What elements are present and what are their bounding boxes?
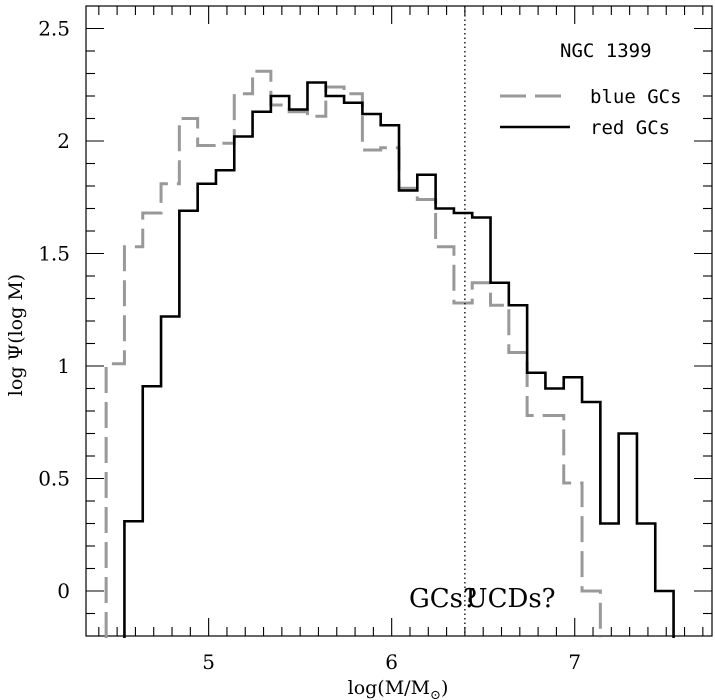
series-red-gcs-histogram bbox=[123, 81, 675, 638]
legend: NGC 1399 blue GCs red GCs bbox=[500, 40, 682, 139]
x-axis-label: log(M/M⊙) bbox=[348, 677, 449, 700]
x-tick-label: 5 bbox=[202, 650, 215, 674]
annotation-ucds: UCDs? bbox=[466, 584, 556, 614]
series-layer bbox=[104, 69, 675, 638]
y-tick-label: 2 bbox=[57, 129, 70, 153]
x-tick-label: 6 bbox=[385, 650, 398, 674]
y-tick-label: 2.5 bbox=[38, 17, 70, 41]
x-tick-label: 7 bbox=[568, 650, 581, 674]
y-tick-label: 0.5 bbox=[38, 467, 70, 491]
legend-label-red-gcs: red GCs bbox=[590, 117, 670, 139]
y-tick-label: 1 bbox=[57, 354, 70, 378]
axis-ticks bbox=[86, 6, 712, 636]
axis-tick-labels: 5 6 7 0 0.5 1 1.5 2 2.5 bbox=[38, 17, 581, 675]
y-tick-label: 0 bbox=[57, 579, 70, 603]
y-tick-label: 1.5 bbox=[38, 242, 70, 266]
legend-title: NGC 1399 bbox=[560, 40, 652, 62]
annotations: GCs? UCDs? bbox=[409, 584, 556, 614]
legend-label-blue-gcs: blue GCs bbox=[590, 86, 682, 108]
y-axis-label: log Ψ(log M) bbox=[5, 274, 27, 396]
annotation-gcs: GCs? bbox=[409, 584, 477, 614]
series-blue-gcs-histogram bbox=[104, 69, 602, 638]
